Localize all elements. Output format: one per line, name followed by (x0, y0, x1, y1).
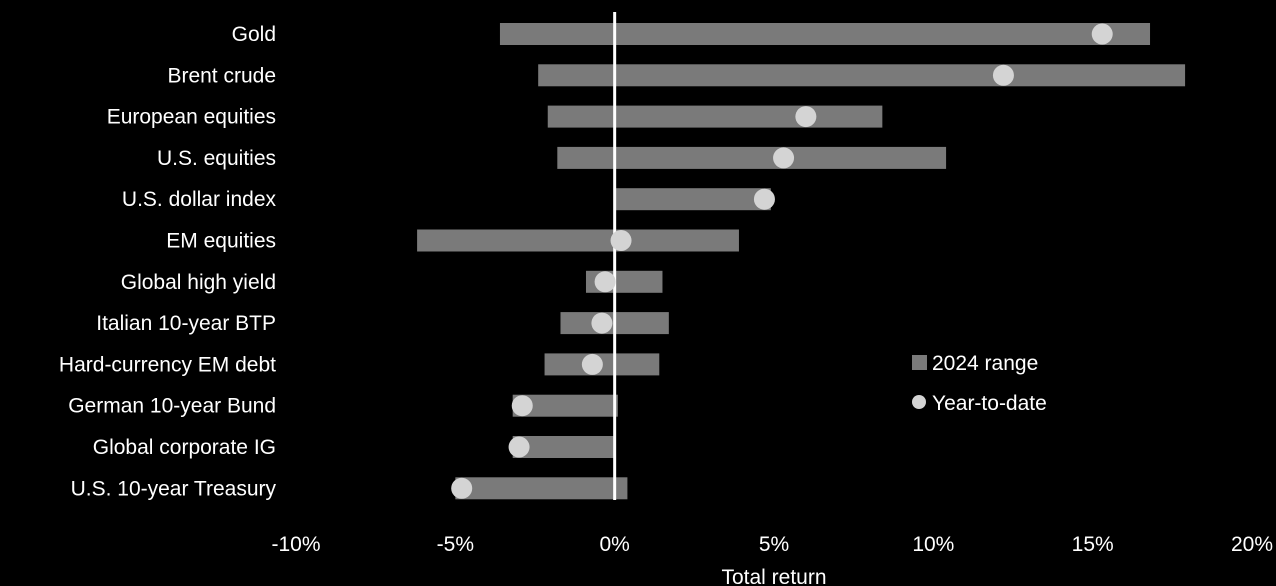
category-label-u-s-dollar-index: U.S. dollar index (122, 188, 277, 211)
range-bars (417, 23, 1186, 500)
x-tick-label: 10% (912, 533, 954, 556)
x-tick-label: 5% (759, 533, 789, 556)
category-label-italian-10-year-btp: Italian 10-year BTP (96, 312, 276, 335)
ytd-point-global-high-yield (594, 271, 616, 293)
category-label-european-equities: European equities (107, 106, 276, 129)
ytd-point-em-equities (610, 230, 632, 251)
x-tick-label: -5% (437, 533, 474, 556)
category-label-brent-crude: Brent crude (167, 64, 276, 87)
range-bar-brent-crude (538, 64, 1186, 87)
category-label-hard-currency-em-debt: Hard-currency EM debt (59, 353, 276, 376)
category-label-global-high-yield: Global high yield (121, 271, 276, 294)
range-bar-em-equities (417, 229, 739, 252)
range-bar-u-s-equities (557, 146, 947, 169)
x-tick-labels: -10% -5% 0% 5% 10% 15% 20% (271, 533, 1273, 556)
ytd-points (451, 23, 1113, 499)
range-bar-gold (499, 23, 1151, 45)
ytd-point-u-s-dollar-index (753, 188, 775, 210)
ytd-point-brent-crude (992, 64, 1014, 86)
range-bar-u-s-10-year-treasury (455, 477, 628, 500)
range-bar-u-s-dollar-index (614, 188, 771, 211)
x-axis-title: Total return (721, 566, 826, 586)
legend-ytd-swatch (912, 395, 926, 409)
ytd-point-european-equities (795, 106, 817, 128)
category-label-u-s-equities: U.S. equities (157, 147, 276, 170)
category-label-gold: Gold (232, 23, 276, 46)
ytd-point-gold (1091, 23, 1113, 45)
category-label-u-s-10-year-treasury: U.S. 10-year Treasury (71, 477, 277, 500)
range-bar-german-10-year-bund (512, 394, 618, 417)
category-label-em-equities: EM equities (166, 230, 276, 253)
ytd-point-hard-currency-em-debt (581, 353, 603, 375)
x-tick-label: 15% (1072, 533, 1114, 556)
x-tick-label: -10% (271, 533, 320, 556)
legend: 2024 range Year-to-date (912, 352, 1047, 415)
ytd-point-italian-10-year-btp (591, 312, 613, 334)
x-tick-label: 20% (1231, 533, 1273, 556)
x-tick-label: 0% (599, 533, 629, 556)
category-label-global-corporate-ig: Global corporate IG (93, 436, 276, 459)
legend-range-label: 2024 range (932, 352, 1038, 375)
category-label-german-10-year-bund: German 10-year Bund (68, 395, 276, 418)
ytd-point-u-s-10-year-treasury (451, 477, 473, 499)
ytd-point-german-10-year-bund (511, 395, 533, 417)
category-labels: Gold Brent crude European equities U.S. equ… (59, 23, 277, 500)
legend-range-swatch (912, 355, 927, 370)
ytd-point-u-s-equities (773, 147, 795, 169)
range-bar-global-corporate-ig (512, 436, 615, 458)
range-bar-european-equities (547, 105, 883, 128)
ytd-point-global-corporate-ig (508, 436, 530, 458)
legend-ytd-label: Year-to-date (932, 392, 1047, 415)
